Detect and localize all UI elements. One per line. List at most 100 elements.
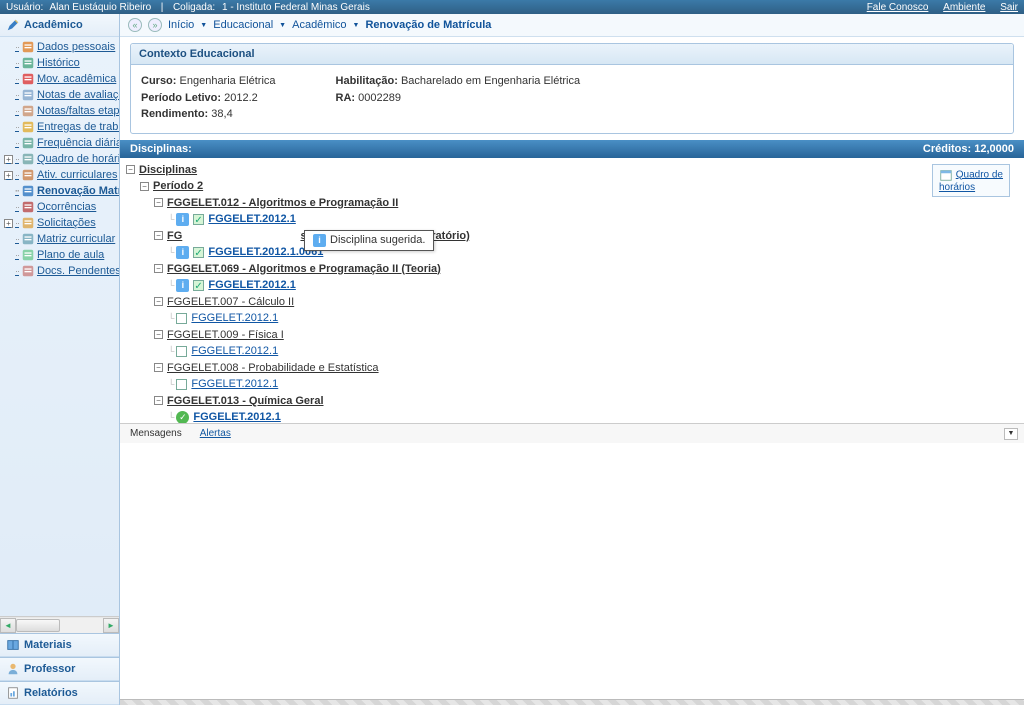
ambiente-menu[interactable]: Ambiente — [943, 2, 985, 13]
disciplinas-bar: Disciplinas: Créditos: 12,0000 — [120, 140, 1024, 158]
nav-forward-button[interactable]: » — [148, 18, 162, 32]
sidebar-item[interactable]: ··Ocorrências — [0, 199, 119, 215]
menu-item-icon — [21, 264, 35, 278]
periodo-2[interactable]: Período 2 — [153, 178, 203, 195]
toggle-icon[interactable]: − — [126, 165, 135, 174]
sidebar-item-label: Dados pessoais — [37, 41, 115, 53]
sidebar-item[interactable]: ··Plano de aula — [0, 247, 119, 263]
resize-grip — [120, 699, 1024, 705]
sidebar-item-label: Frequência diária — [37, 137, 119, 149]
disciplina[interactable]: FGGELET.012 - Algoritmos e Programação I… — [167, 195, 398, 212]
sidebar-item-label: Plano de aula — [37, 249, 104, 261]
turma-link[interactable]: FGGELET.2012.1 — [191, 310, 278, 327]
sidebar-tree: ··Dados pessoais··Histórico··Mov. acadêm… — [0, 37, 119, 616]
sidebar-item[interactable]: ··Frequência diária — [0, 135, 119, 151]
sidebar-item-label: Solicitações — [37, 217, 96, 229]
breadcrumb-academico[interactable]: Acadêmico — [292, 19, 346, 31]
sidebar-scrollbar[interactable]: ◄ ► — [0, 616, 119, 633]
breadcrumb-educacional[interactable]: Educacional — [213, 19, 273, 31]
sidebar-section-materiais[interactable]: Materiais — [0, 633, 119, 657]
nav-back-button[interactable]: « — [128, 18, 142, 32]
sidebar-item[interactable]: +··Quadro de horários — [0, 151, 119, 167]
disciplina[interactable]: FGGELET.008 - Probabilidade e Estatístic… — [167, 360, 379, 377]
quadro-horarios-button[interactable]: Quadro de horários — [932, 164, 1010, 197]
sidebar-item[interactable]: ··Notas de avaliações — [0, 87, 119, 103]
message-area — [120, 443, 1024, 699]
toggle-icon[interactable]: − — [140, 182, 149, 191]
turma-link[interactable]: FGGELET.2012.1 — [191, 376, 278, 393]
sidebar-item[interactable]: +··Ativ. curriculares — [0, 167, 119, 183]
fale-conosco-link[interactable]: Fale Conosco — [867, 2, 929, 13]
habilitacao-label: Habilitação: — [336, 75, 398, 87]
sidebar-item-label: Ativ. curriculares — [37, 169, 117, 181]
habilitacao-value: Bacharelado em Engenharia Elétrica — [401, 75, 580, 87]
checkbox[interactable] — [193, 280, 204, 291]
disciplina[interactable]: FGGELET.009 - Física I — [167, 327, 284, 344]
context-title: Contexto Educacional — [131, 44, 1013, 65]
toggle-icon[interactable]: − — [154, 363, 163, 372]
rendimento-label: Rendimento: — [141, 108, 208, 120]
sidebar-item-label: Ocorrências — [37, 201, 96, 213]
turma-link[interactable]: FGGELET.2012.1 — [193, 409, 280, 423]
rendimento-value: 38,4 — [211, 108, 232, 120]
toggle-icon[interactable]: − — [154, 231, 163, 240]
sidebar-item[interactable]: ··Entregas de trab./a — [0, 119, 119, 135]
tab-mensagens[interactable]: Mensagens — [126, 426, 186, 441]
sidebar-item[interactable]: ··Dados pessoais — [0, 39, 119, 55]
sidebar-item-label: Notas de avaliações — [37, 89, 119, 101]
sidebar-section-relatorios[interactable]: Relatórios — [0, 681, 119, 705]
menu-item-icon — [21, 120, 35, 134]
expand-icon[interactable]: + — [4, 171, 13, 180]
menu-item-icon — [21, 72, 35, 86]
disciplinas-tree: −Disciplinas −Período 2 −FGGELET.012 - A… — [126, 162, 1018, 424]
toggle-icon[interactable]: − — [154, 330, 163, 339]
scroll-thumb[interactable] — [16, 619, 60, 632]
toggle-icon[interactable]: − — [154, 264, 163, 273]
message-dropdown[interactable]: ▼ — [1004, 428, 1018, 440]
disciplina[interactable]: FGGELET.069 - Algoritmos e Programação I… — [167, 261, 441, 278]
info-icon: i — [313, 234, 326, 247]
info-icon: i — [176, 279, 189, 292]
menu-item-icon — [21, 136, 35, 150]
calendar-icon — [939, 168, 953, 182]
checkbox[interactable] — [176, 379, 187, 390]
curso-label: Curso: — [141, 75, 176, 87]
menu-item-icon — [21, 168, 35, 182]
sidebar-item[interactable]: ··Histórico — [0, 55, 119, 71]
disciplina[interactable]: FGGELET.007 - Cálculo II — [167, 294, 294, 311]
sidebar-item-label: Mov. acadêmica — [37, 73, 116, 85]
checkbox[interactable] — [176, 346, 187, 357]
turma-link[interactable]: FGGELET.2012.1 — [208, 277, 295, 294]
checkbox[interactable] — [193, 214, 204, 225]
tab-alertas[interactable]: Alertas — [196, 426, 235, 441]
toggle-icon[interactable]: − — [154, 396, 163, 405]
scroll-left-button[interactable]: ◄ — [0, 618, 16, 633]
sidebar-item[interactable]: ··Matriz curricular — [0, 231, 119, 247]
scroll-right-button[interactable]: ► — [103, 618, 119, 633]
sidebar-item[interactable]: ··Notas/faltas etapas — [0, 103, 119, 119]
sidebar-item[interactable]: ··Docs. Pendentes — [0, 263, 119, 279]
sidebar-item-label: Quadro de horários — [37, 153, 119, 165]
creditos-value: 12,0000 — [974, 143, 1014, 155]
toggle-icon[interactable]: − — [154, 297, 163, 306]
turma-link[interactable]: FGGELET.2012.1 — [208, 211, 295, 228]
sidebar-item-label: Notas/faltas etapas — [37, 105, 119, 117]
checkbox[interactable] — [193, 247, 204, 258]
sidebar-section-professor[interactable]: Professor — [0, 657, 119, 681]
toggle-icon[interactable]: − — [154, 198, 163, 207]
sair-link[interactable]: Sair — [1000, 2, 1018, 13]
expand-icon[interactable]: + — [4, 219, 13, 228]
sidebar-item[interactable]: +··Solicitações — [0, 215, 119, 231]
turma-link[interactable]: FGGELET.2012.1 — [191, 343, 278, 360]
sidebar-item-label: Entregas de trab./a — [37, 121, 119, 133]
breadcrumb-inicio[interactable]: Início — [168, 19, 194, 31]
tree-root[interactable]: Disciplinas — [139, 162, 197, 179]
sidebar-header-academico[interactable]: Acadêmico — [0, 14, 119, 37]
checkbox[interactable] — [176, 313, 187, 324]
disciplina[interactable]: FGGELET.013 - Química Geral — [167, 393, 324, 410]
expand-icon[interactable]: + — [4, 155, 13, 164]
sidebar-item[interactable]: ··Mov. acadêmica — [0, 71, 119, 87]
info-icon: i — [176, 213, 189, 226]
sidebar-item[interactable]: ··Renovação Matríc — [0, 183, 119, 199]
pencil-icon — [6, 18, 20, 32]
